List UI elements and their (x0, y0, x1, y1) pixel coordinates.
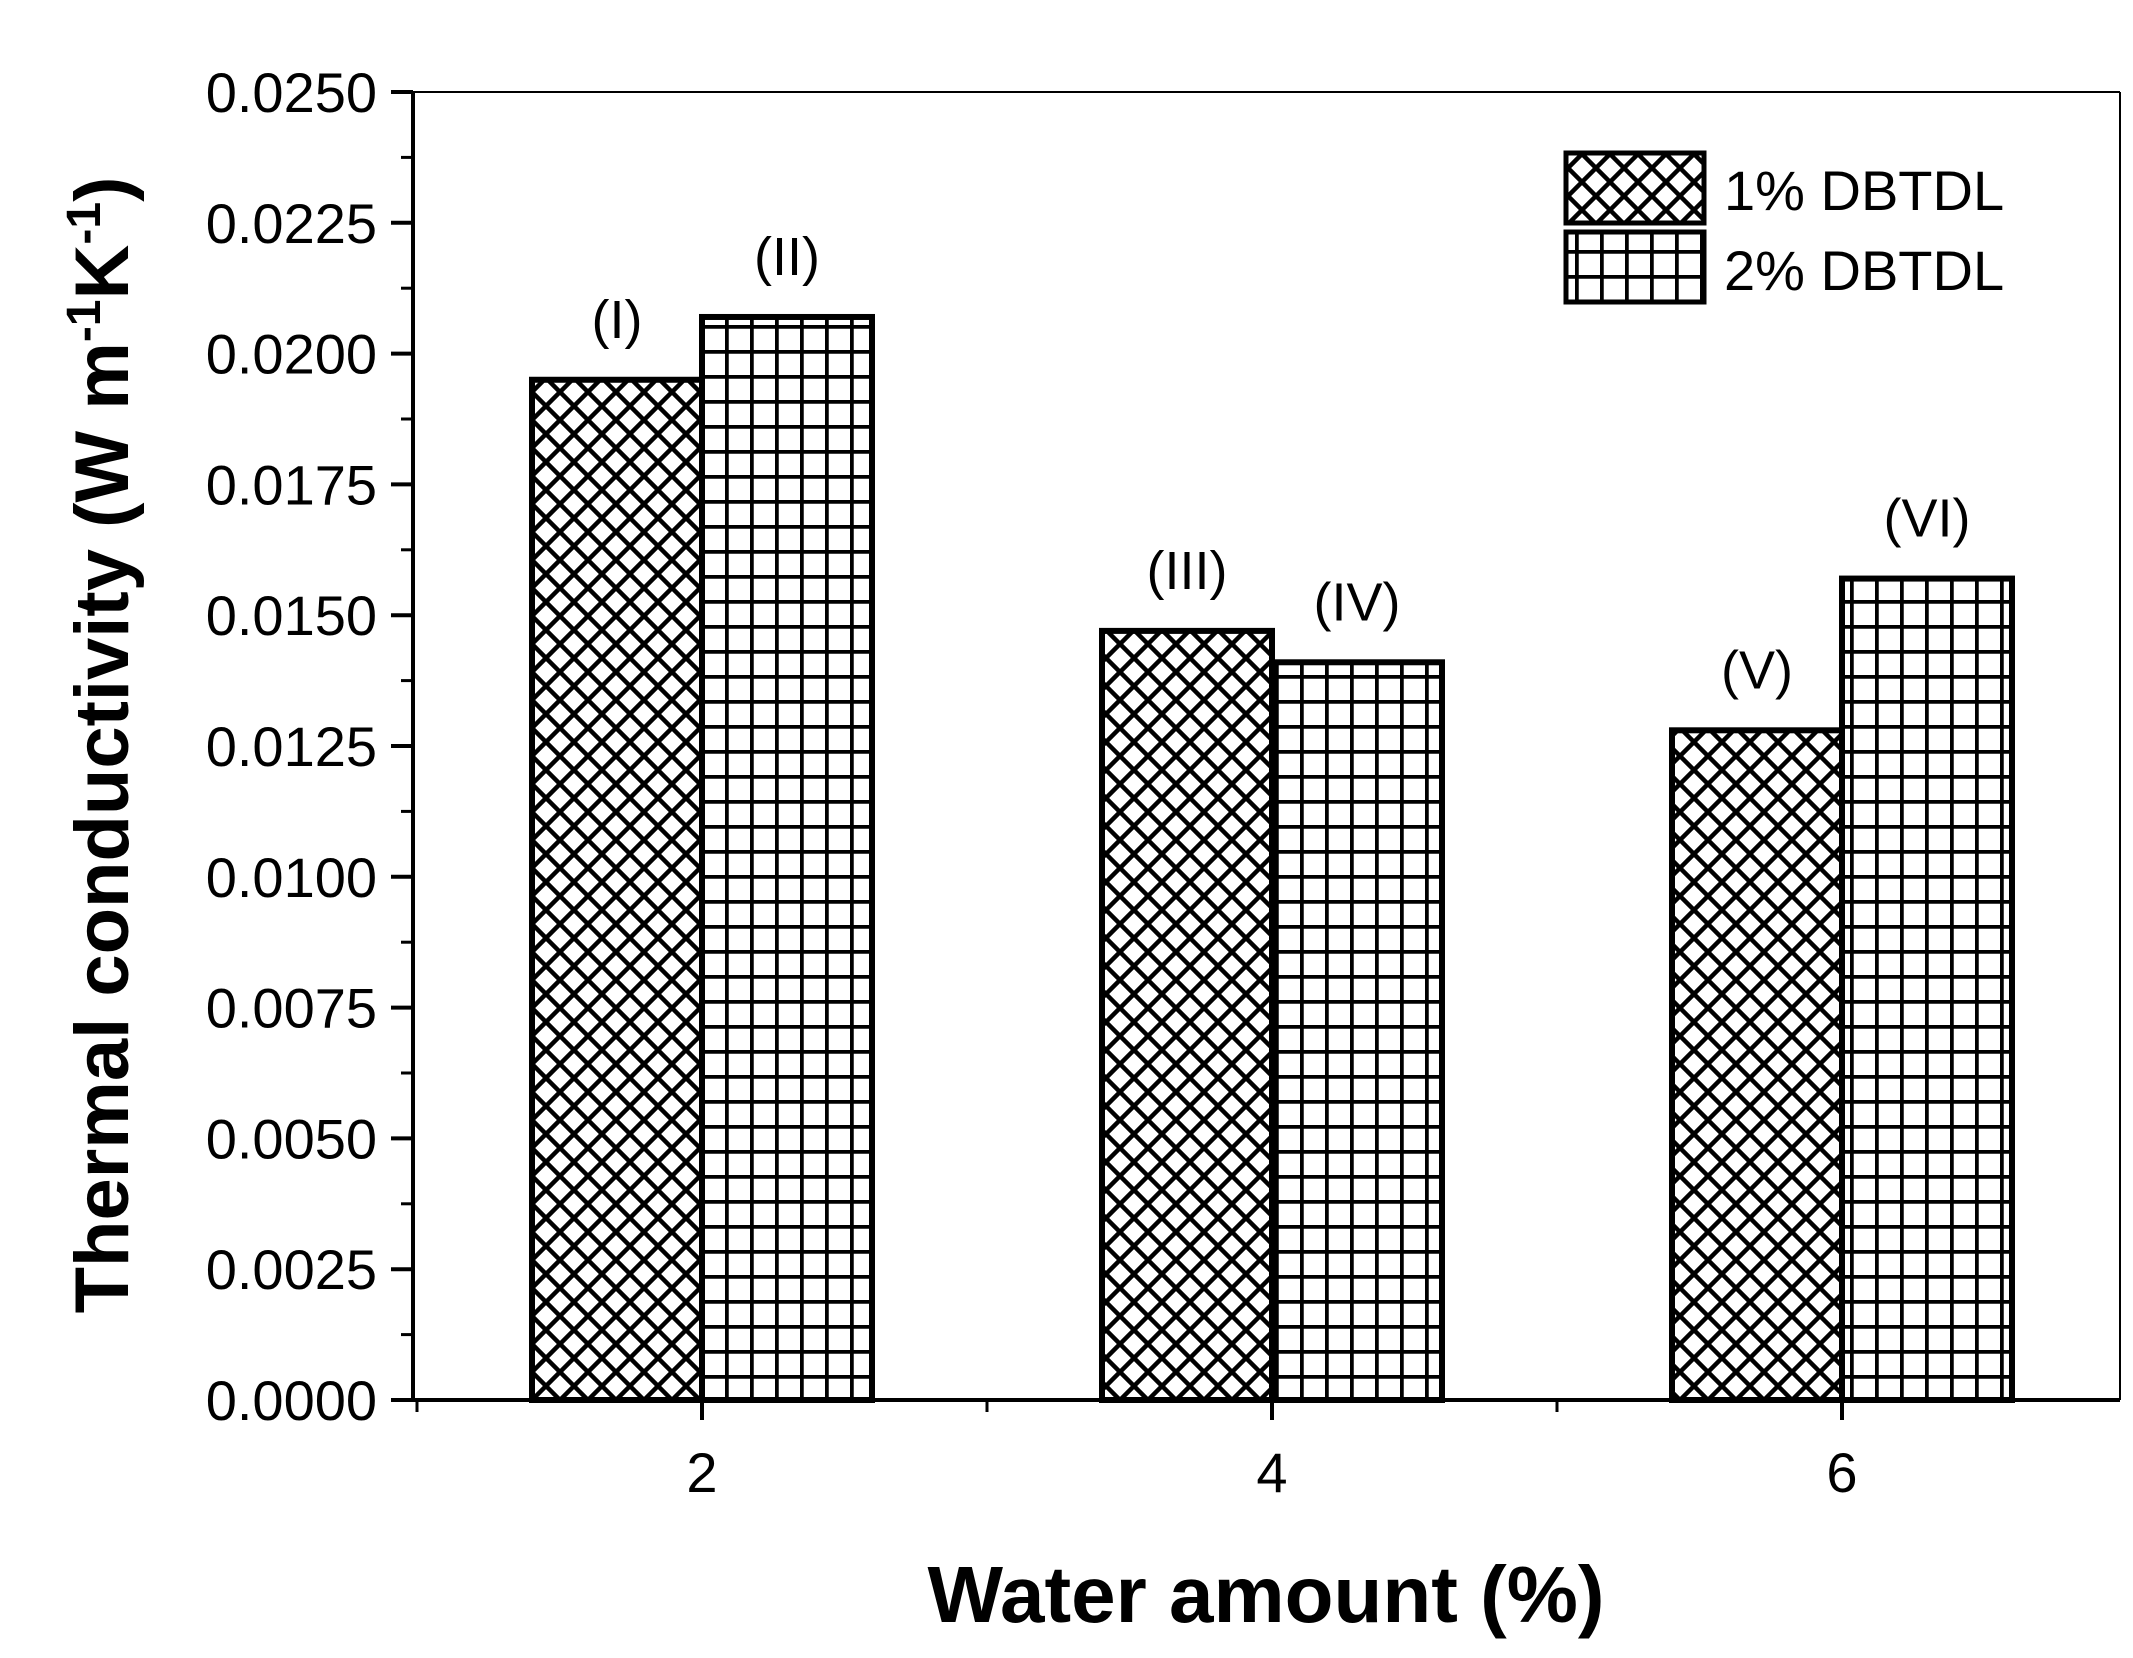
y-tick-label: 0.0175 (206, 453, 377, 516)
bar-1dbtdl-4 (1099, 627, 1275, 1403)
y-tick-label: 0.0150 (206, 584, 377, 647)
y-axis-title-suffix: ) (60, 177, 145, 202)
bar-1dbtdl-2 (529, 376, 705, 1403)
bar-annotation: (II) (754, 227, 820, 287)
y-tick-label: 0.0000 (206, 1369, 377, 1432)
x-tick-label: 6 (1826, 1441, 1857, 1504)
y-axis-title-sup1: -1 (58, 299, 111, 342)
bar-labels: (I) (III) (V) (II) (IV) (VI) (592, 227, 1971, 700)
legend-label-2pct: 2% DBTDL (1724, 239, 2004, 302)
x-tick-label: 4 (1256, 1441, 1287, 1504)
y-tick-label: 0.0225 (206, 192, 377, 255)
y-axis-ticks: 0.0000 0.0025 0.0050 0.0075 0.0100 0.0125 0.01… (206, 61, 413, 1432)
y-tick-label: 0.0075 (206, 977, 377, 1040)
legend: 1% DBTDL 2% DBTDL (1563, 150, 2004, 305)
y-tick-label: 0.0025 (206, 1238, 377, 1301)
legend-swatch-1pct (1563, 150, 1707, 226)
bar-annotation: (III) (1147, 541, 1228, 601)
legend-label-1pct: 1% DBTDL (1724, 159, 2004, 222)
x-tick-label: 2 (686, 1441, 717, 1504)
x-axis-ticks: 2 4 6 (415, 1400, 1858, 1504)
bar-annotation: (VI) (1884, 489, 1971, 549)
y-axis-title-mid: K (60, 244, 145, 299)
y-axis-title-sup2: -1 (58, 202, 111, 245)
y-tick-label: 0.0250 (206, 61, 377, 124)
bars (529, 313, 2015, 1404)
bar-1dbtdl-6 (1669, 727, 1845, 1403)
y-tick-label: 0.0050 (206, 1107, 377, 1170)
y-tick-label: 0.0200 (206, 323, 377, 386)
bar-annotation: (I) (592, 290, 643, 350)
bar-2dbtdl-4 (1269, 659, 1445, 1403)
y-axis-title-prefix: Thermal conductivity (W m (60, 342, 145, 1313)
x-axis-title: Water amount (%) (927, 1550, 1604, 1639)
bar-2dbtdl-6 (1839, 575, 2015, 1403)
bar-annotation: (IV) (1314, 572, 1401, 632)
y-tick-label: 0.0125 (206, 715, 377, 778)
y-tick-label: 0.0100 (206, 846, 377, 909)
y-axis-title: Thermal conductivity (W m-1K-1) (58, 177, 145, 1314)
legend-swatch-2pct (1563, 229, 1707, 305)
bar-annotation: (V) (1721, 640, 1793, 700)
bar-2dbtdl-2 (699, 313, 875, 1404)
